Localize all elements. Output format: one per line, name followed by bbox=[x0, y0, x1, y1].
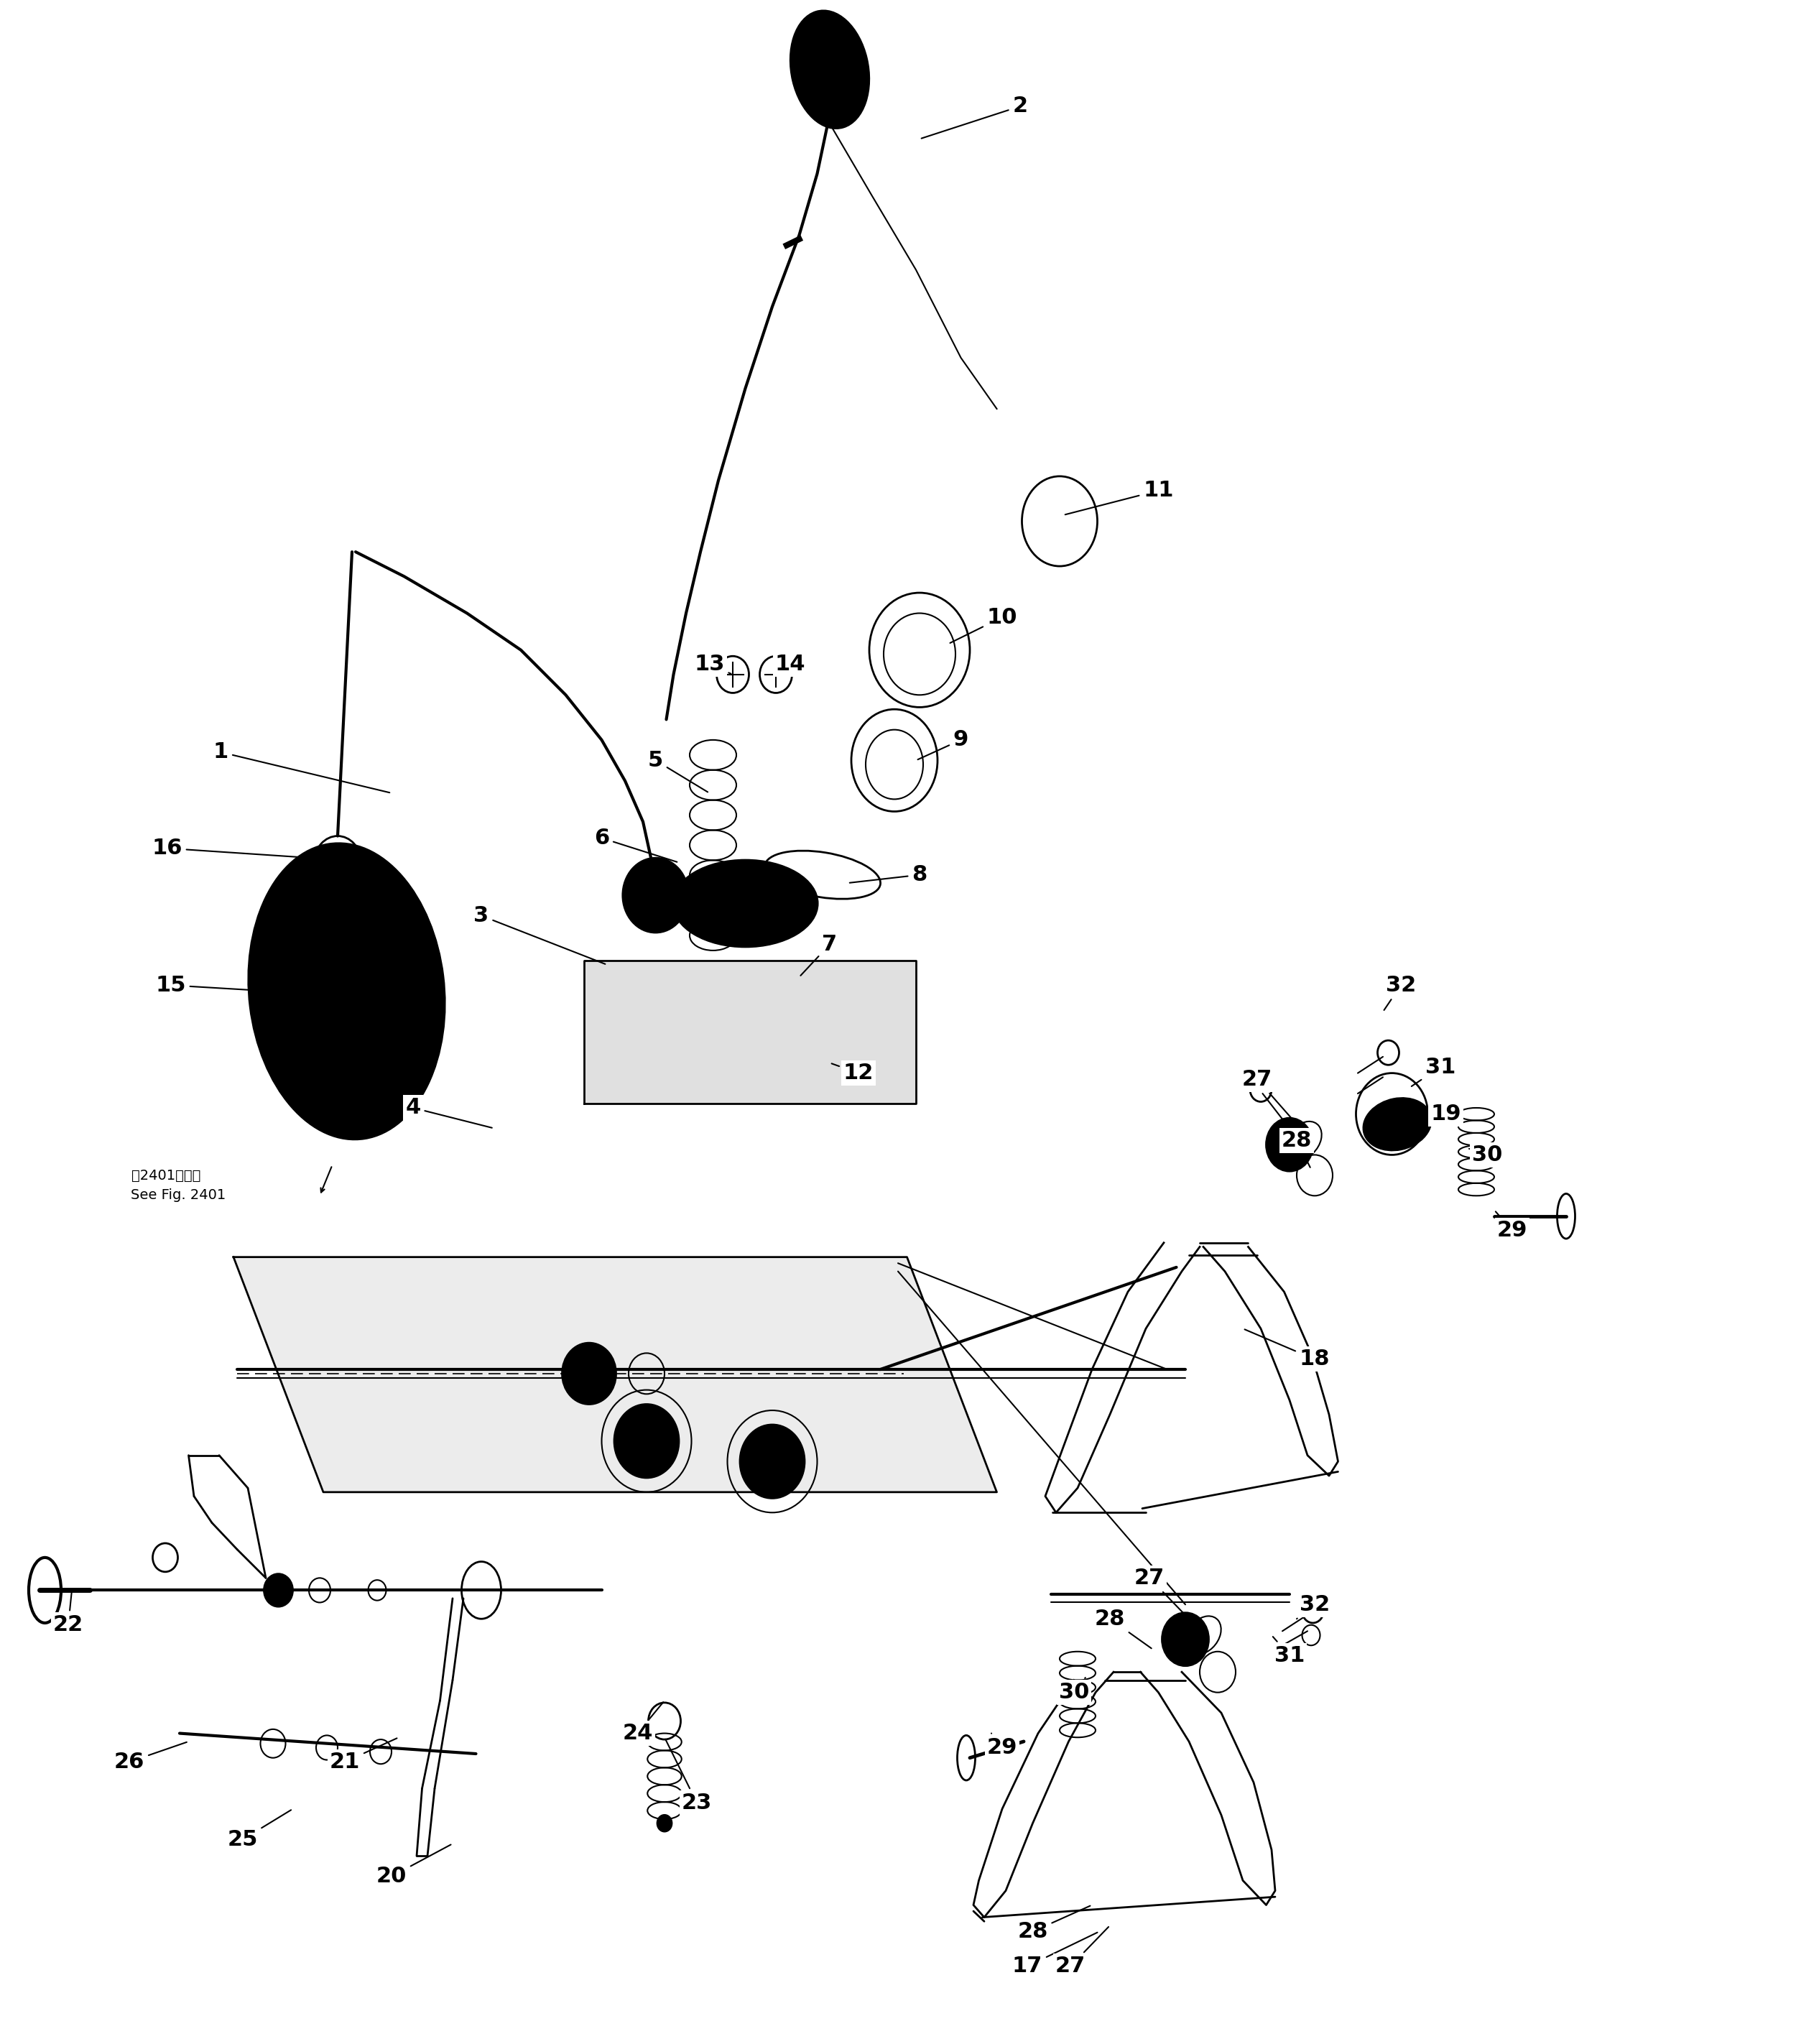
Ellipse shape bbox=[674, 861, 817, 946]
Text: 3: 3 bbox=[474, 905, 605, 965]
Circle shape bbox=[614, 1404, 679, 1478]
Text: 11: 11 bbox=[1065, 480, 1175, 515]
Text: 22: 22 bbox=[54, 1592, 83, 1635]
Text: 21: 21 bbox=[330, 1737, 397, 1772]
Text: 14: 14 bbox=[776, 654, 805, 675]
Text: 28: 28 bbox=[1096, 1609, 1151, 1647]
Circle shape bbox=[740, 1425, 805, 1498]
Text: 27: 27 bbox=[1135, 1568, 1187, 1617]
Text: 25: 25 bbox=[228, 1811, 291, 1850]
Text: 23: 23 bbox=[665, 1739, 711, 1813]
Text: 27: 27 bbox=[1243, 1069, 1291, 1118]
Text: 29: 29 bbox=[988, 1733, 1018, 1758]
Text: 13: 13 bbox=[695, 654, 731, 675]
Text: 31: 31 bbox=[1412, 1057, 1455, 1085]
Circle shape bbox=[264, 1574, 293, 1607]
Circle shape bbox=[819, 1018, 862, 1067]
Circle shape bbox=[706, 981, 785, 1071]
Text: 32: 32 bbox=[1385, 975, 1415, 1010]
Ellipse shape bbox=[1363, 1098, 1431, 1151]
Text: 6: 6 bbox=[594, 828, 677, 863]
Circle shape bbox=[1266, 1118, 1313, 1171]
Text: 30: 30 bbox=[1469, 1145, 1501, 1165]
Text: 19: 19 bbox=[1399, 1104, 1462, 1124]
Text: 30: 30 bbox=[1060, 1678, 1088, 1703]
Text: 18: 18 bbox=[1245, 1329, 1329, 1369]
Circle shape bbox=[1162, 1613, 1209, 1666]
Text: 10: 10 bbox=[950, 607, 1018, 644]
Text: 27: 27 bbox=[1056, 1927, 1108, 1977]
Text: 4: 4 bbox=[406, 1098, 492, 1128]
Circle shape bbox=[623, 858, 688, 932]
Polygon shape bbox=[233, 1257, 997, 1492]
Ellipse shape bbox=[790, 10, 869, 129]
Text: 29: 29 bbox=[1496, 1212, 1527, 1241]
Ellipse shape bbox=[250, 844, 444, 1139]
Polygon shape bbox=[584, 961, 916, 1104]
Text: 17: 17 bbox=[1013, 1932, 1097, 1977]
Circle shape bbox=[621, 1018, 665, 1067]
Text: 9: 9 bbox=[918, 730, 968, 760]
Text: 32: 32 bbox=[1297, 1594, 1329, 1619]
Circle shape bbox=[657, 1815, 672, 1831]
Text: 7: 7 bbox=[801, 934, 837, 975]
Text: 第2401図参照
See Fig. 2401: 第2401図参照 See Fig. 2401 bbox=[131, 1169, 226, 1202]
Text: 12: 12 bbox=[832, 1063, 873, 1083]
Text: 16: 16 bbox=[151, 838, 318, 858]
Text: 2: 2 bbox=[921, 96, 1027, 139]
Text: 26: 26 bbox=[115, 1741, 187, 1772]
Text: 5: 5 bbox=[648, 750, 708, 791]
Text: 15: 15 bbox=[156, 975, 271, 995]
Text: 31: 31 bbox=[1273, 1637, 1304, 1666]
Text: 1: 1 bbox=[214, 742, 390, 793]
Circle shape bbox=[562, 1343, 616, 1404]
Text: 20: 20 bbox=[377, 1844, 451, 1887]
Text: 28: 28 bbox=[1018, 1905, 1090, 1942]
Text: 24: 24 bbox=[623, 1703, 663, 1744]
Text: 28: 28 bbox=[1282, 1130, 1311, 1167]
Text: 8: 8 bbox=[850, 865, 927, 885]
